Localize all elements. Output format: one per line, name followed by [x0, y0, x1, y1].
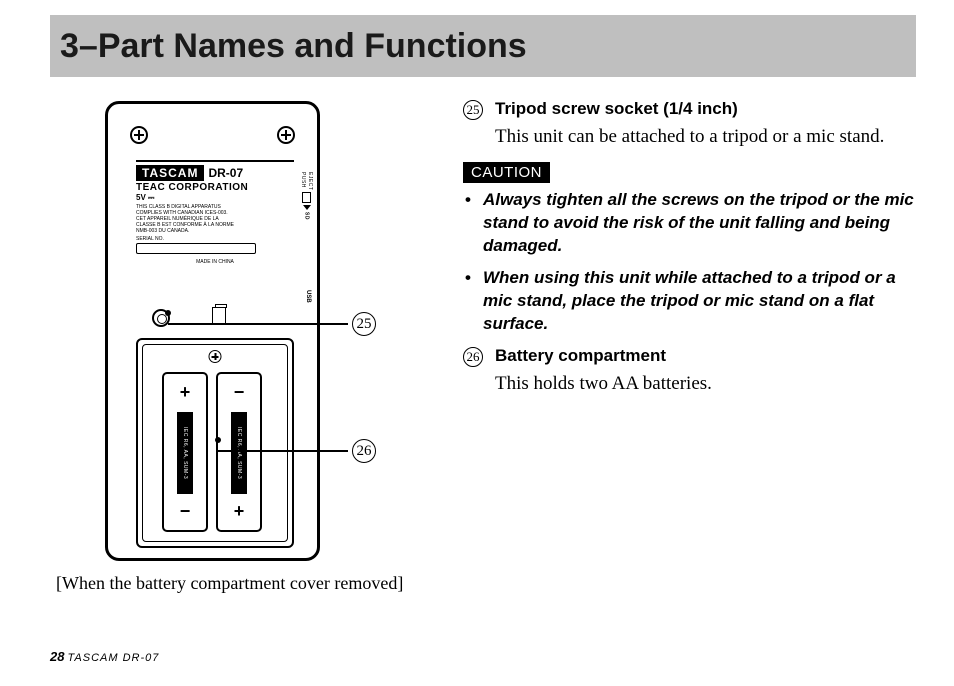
diagram-caption: [When the battery compartment cover remo…: [50, 573, 445, 594]
battery-slot: + IEC R6, AA, SUM-3 −: [162, 372, 208, 532]
item-25: 25 Tripod screw socket (1/4 inch): [463, 99, 916, 120]
label-plate: TASCAM DR-07 TEAC CORPORATION 5V ⎓ THIS …: [136, 160, 294, 265]
usb-label: USB: [305, 290, 311, 303]
caution-badge: CAUTION: [463, 162, 550, 183]
arrow-down-icon: [303, 205, 311, 210]
section-title: 3–Part Names and Functions: [60, 27, 527, 66]
item-number: 25: [463, 100, 483, 120]
voltage-text: 5V ⎓: [136, 193, 294, 203]
screw-icon: [209, 350, 222, 363]
page-number: 28: [50, 649, 64, 664]
item-heading: Battery compartment: [495, 346, 666, 367]
brand-badge: TASCAM: [136, 165, 204, 181]
compliance-text: THIS CLASS B DIGITAL APPARATUS COMPLIES …: [136, 204, 294, 234]
content-area: TASCAM DR-07 TEAC CORPORATION 5V ⎓ THIS …: [50, 99, 916, 594]
polarity-minus: −: [234, 382, 245, 403]
polarity-plus: +: [180, 382, 191, 403]
item-body: This holds two AA batteries.: [495, 371, 916, 397]
corporation-text: TEAC CORPORATION: [136, 182, 294, 193]
page-footer: 28 TASCAM DR-07: [50, 649, 159, 664]
screw-icon: [130, 126, 148, 144]
callout-26: 26: [218, 439, 376, 463]
item-26: 26 Battery compartment: [463, 346, 916, 367]
description-column: 25 Tripod screw socket (1/4 inch) This u…: [463, 99, 916, 594]
item-heading: Tripod screw socket (1/4 inch): [495, 99, 738, 120]
model-text: DR-07: [208, 166, 243, 180]
caution-list: Always tighten all the screws on the tri…: [463, 189, 916, 337]
sd-card-icon: [302, 192, 311, 203]
callout-25: 25: [168, 312, 376, 336]
serial-label: SERIAL NO.: [136, 236, 294, 242]
polarity-minus: −: [180, 501, 191, 522]
sd-slot-label: PUSH EJECT SD: [300, 172, 313, 220]
item-body: This unit can be attached to a tripod or…: [495, 124, 916, 150]
device-diagram: TASCAM DR-07 TEAC CORPORATION 5V ⎓ THIS …: [50, 99, 445, 561]
caution-item: Always tighten all the screws on the tri…: [463, 189, 916, 258]
diagram-column: TASCAM DR-07 TEAC CORPORATION 5V ⎓ THIS …: [50, 99, 445, 594]
serial-box: [136, 243, 256, 254]
battery-label: IEC R6, AA, SUM-3: [177, 412, 193, 494]
section-header: 3–Part Names and Functions: [50, 15, 916, 77]
item-number: 26: [463, 347, 483, 367]
screw-icon: [277, 126, 295, 144]
product-name: TASCAM DR-07: [68, 652, 160, 664]
made-in-text: MADE IN CHINA: [136, 259, 294, 265]
polarity-plus: +: [234, 501, 245, 522]
caution-item: When using this unit while attached to a…: [463, 267, 916, 336]
